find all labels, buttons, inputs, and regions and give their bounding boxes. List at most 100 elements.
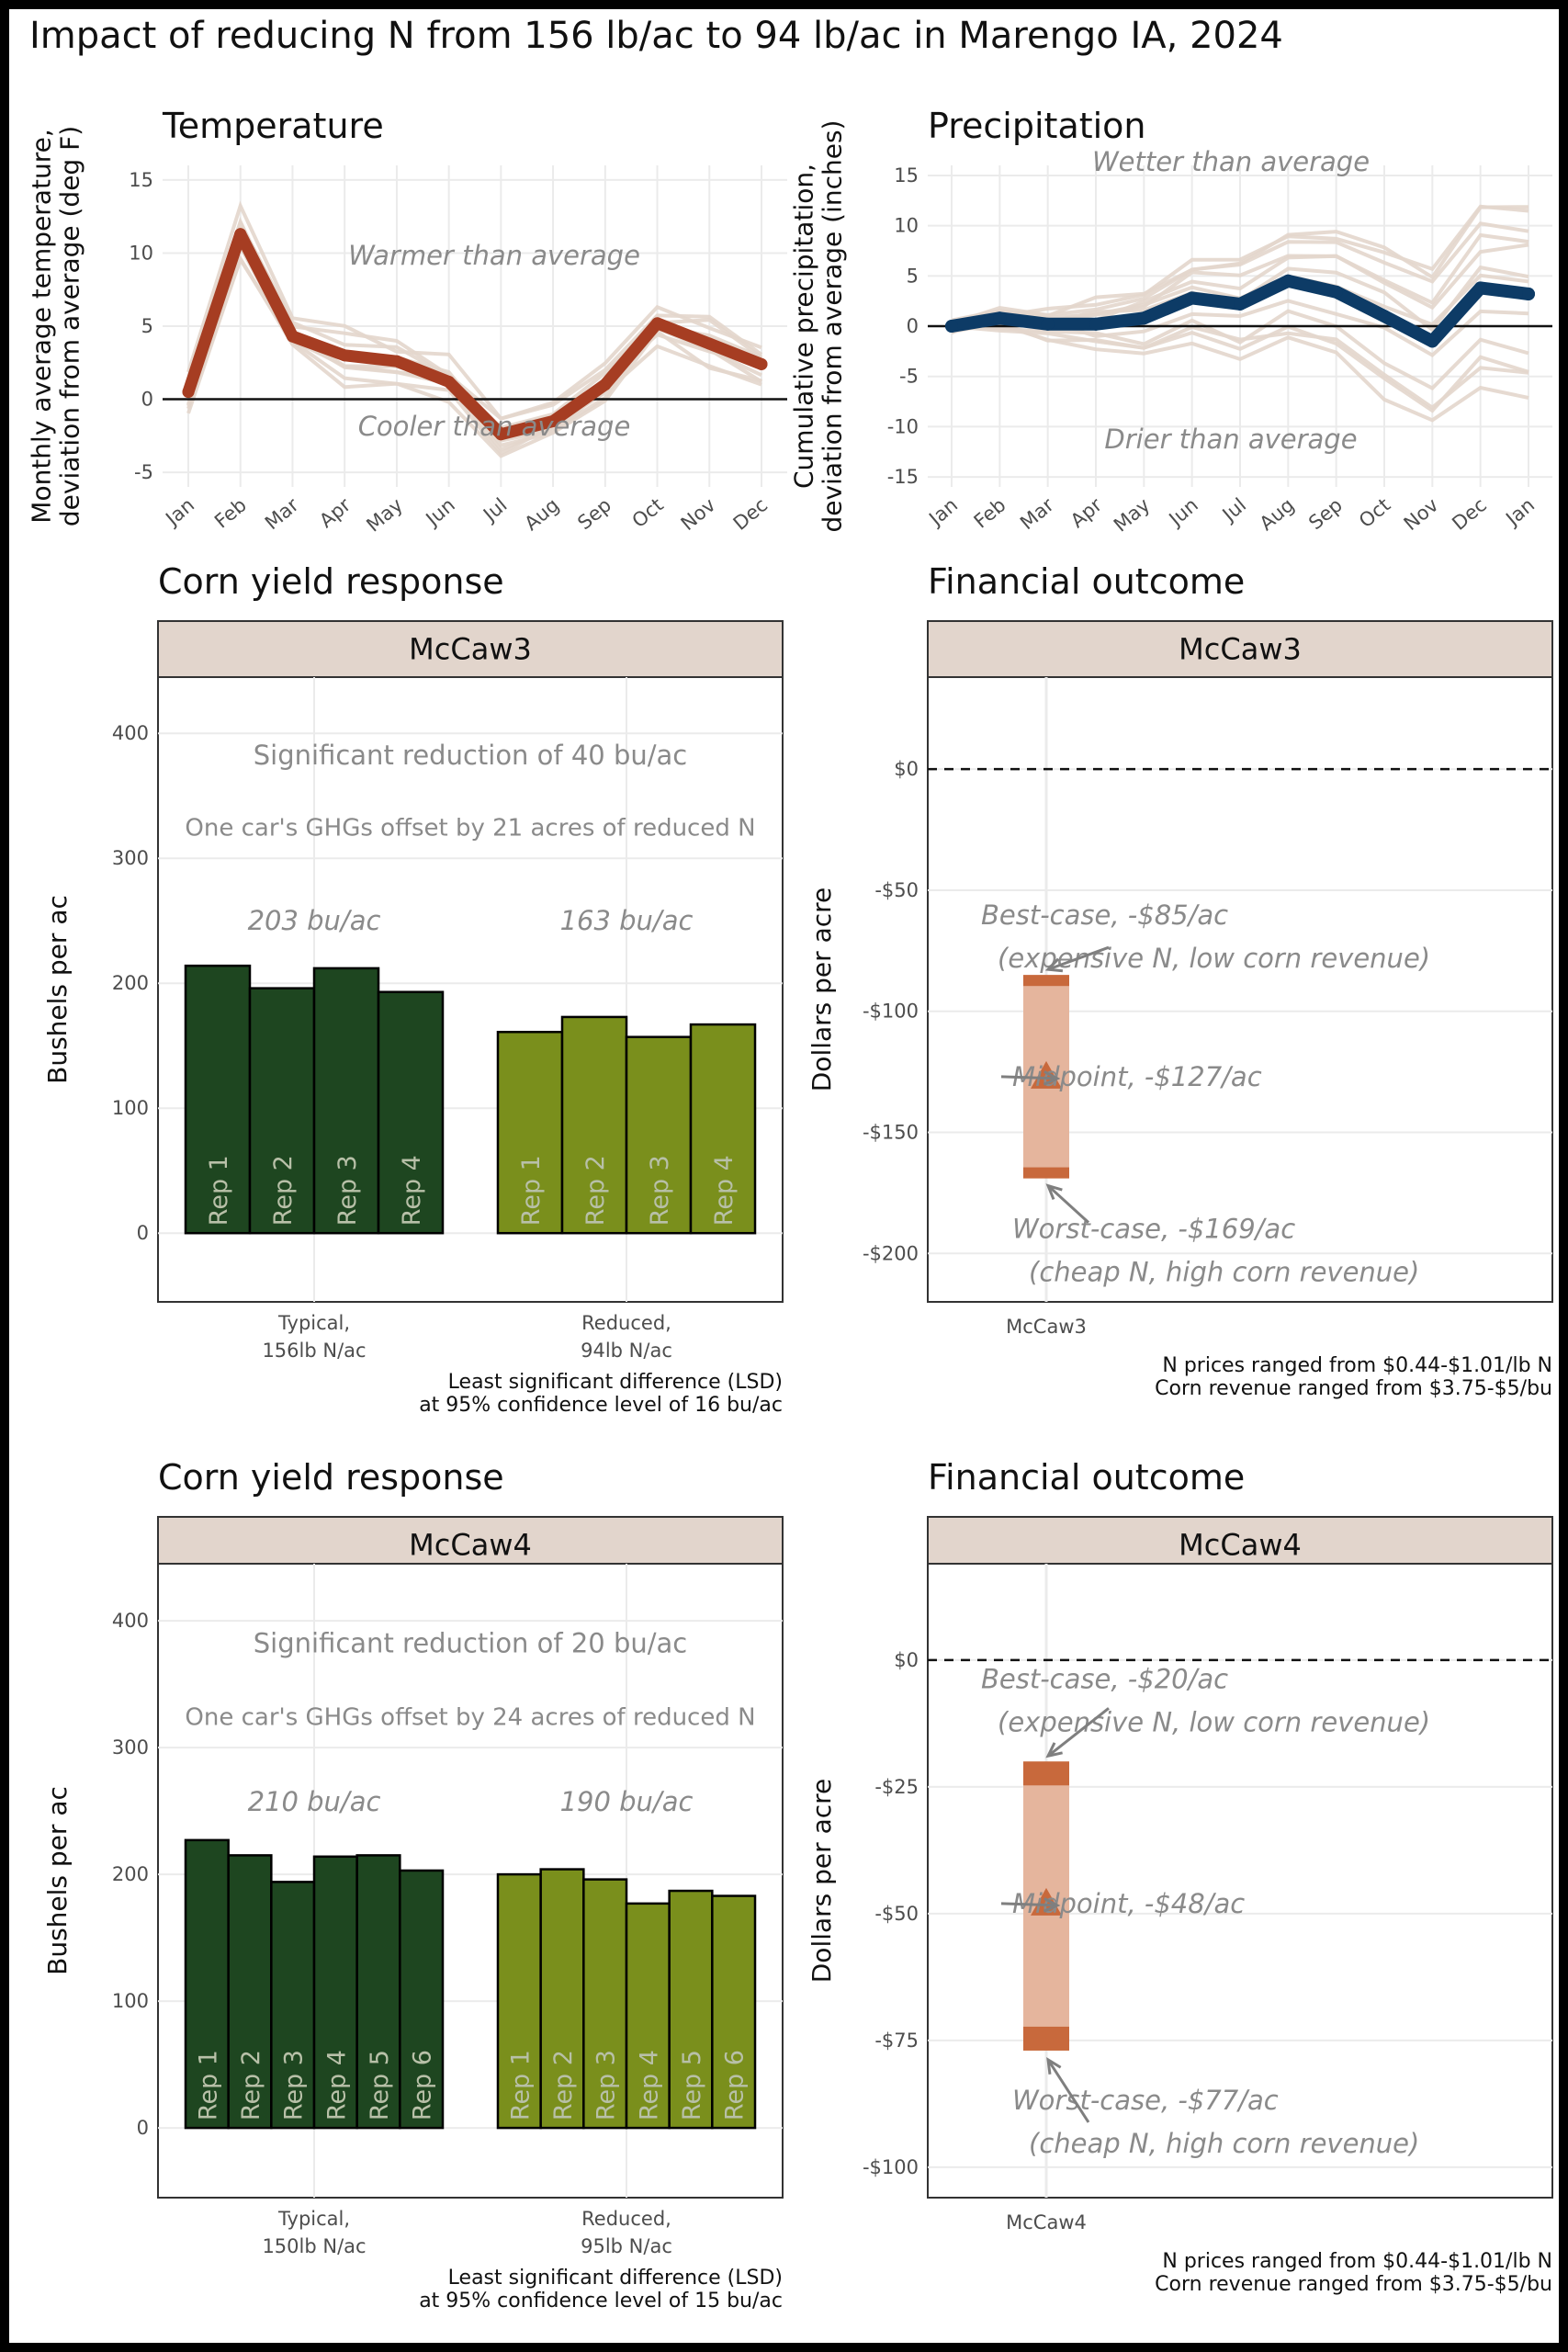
precipitation-xtick-label: Jan [1500, 493, 1539, 530]
yield-mccaw3-bar-rep-label: Rep 3 [646, 1155, 674, 1226]
finance-mccaw4-worst-cap [1023, 2026, 1069, 2051]
precipitation-series-point [945, 320, 958, 333]
yield-mccaw4-bar-rep-label: Rep 1 [506, 2050, 535, 2120]
finance-mccaw3-ytick-label: -$100 [863, 1001, 919, 1023]
finance-mccaw4-ytick-label: -$75 [874, 2030, 919, 2052]
yield-mccaw3-bar [625, 1035, 693, 1235]
temperature-series-point [234, 228, 247, 241]
precipitation-series-point [1185, 291, 1199, 305]
yield-mccaw4-bar [711, 1894, 757, 2130]
finance-mccaw4-ylabel: Dollars per acre [807, 1779, 837, 1984]
precipitation-series-point [993, 311, 1007, 325]
temperature-xtick-label: Feb [210, 493, 251, 532]
temperature-series-point [703, 337, 716, 350]
yield-mccaw4-mean-label: 190 bu/ac [560, 1786, 694, 1817]
yield-mccaw4-bar-rep-label: Rep 3 [280, 2050, 309, 2120]
finance-mccaw3-annotation-worst: Worst-case, -$169/ac [1012, 1214, 1295, 1245]
finance-mccaw4-ytick-label: -$50 [874, 1903, 919, 1925]
finance-mccaw4-midpoint-marker [1031, 1887, 1062, 1916]
finance-mccaw3-ytick-label: $0 [894, 758, 919, 780]
precipitation-xtick-label: Feb [970, 493, 1010, 532]
finance-mccaw4-footnote: N prices ranged from $0.44-$1.01/lb N Cor… [1155, 2250, 1552, 2296]
yield-mccaw4-bar-rep-label: Rep 2 [237, 2050, 265, 2120]
precipitation-ytick-label: -5 [899, 366, 919, 388]
yield-mccaw3-bar-rep-label: Rep 2 [581, 1155, 610, 1226]
precipitation-ylabel: Cumulative precipitation,deviation from … [789, 120, 848, 533]
finance-mccaw4-ytick-label: -$25 [874, 1776, 919, 1798]
finance-mccaw3-arrow-best [1047, 945, 1110, 971]
yield-mccaw3-annotation-ghg: One car's GHGs offset by 21 acres of red… [185, 815, 755, 842]
finance-mccaw3-footnote: N prices ranged from $0.44-$1.01/lb N Cor… [1155, 1354, 1552, 1400]
yield-mccaw3-ylabel-group: Bushels per ac [42, 895, 73, 1084]
yield-mccaw3-ytick-label: 200 [112, 972, 149, 994]
precipitation-historical-trace [951, 324, 1529, 413]
temperature-historical-trace [186, 200, 763, 421]
yield-mccaw4-ytick-label: 100 [112, 1990, 149, 2012]
yield-mccaw4-bar-rep-label: Rep 5 [678, 2050, 706, 2120]
yield-mccaw3-strip-label: McCaw3 [409, 632, 532, 667]
finance-mccaw4-arrow-mid-head [1043, 1897, 1061, 1913]
yield-mccaw4-bar [270, 1881, 316, 2130]
precipitation-ylabel-group: Cumulative precipitation,deviation from … [789, 120, 848, 533]
yield-mccaw3-bar-rep-label: Rep 1 [205, 1155, 233, 1226]
finance-mccaw4-arrow-worst-head [1046, 2057, 1062, 2075]
yield-mccaw3-strip [157, 620, 784, 678]
precipitation-series-point [1473, 281, 1487, 295]
yield-mccaw4-ytick-label: 200 [112, 1863, 149, 1885]
yield-mccaw4-title: Corn yield response [158, 1457, 504, 1498]
yield-mccaw4-annotation-ghg: One car's GHGs offset by 24 acres of red… [185, 1703, 755, 1731]
panel-yield-mccaw4: Corn yield response McCaw4 0 100 200 300 400 Re… [28, 1447, 790, 2343]
precipitation-xtick-label: Dec [1448, 493, 1491, 535]
finance-mccaw4-strip-label: McCaw4 [1179, 1528, 1302, 1563]
temperature-series-point [390, 355, 403, 368]
precipitation-xtick-label: May [1110, 493, 1155, 536]
precipitation-series-point [1137, 311, 1151, 325]
temperature-xtick-label: Apr [315, 493, 355, 532]
finance-mccaw3-annotation-mid: Midpoint, -$127/ac [1012, 1061, 1262, 1092]
finance-mccaw3-best-cap [1023, 975, 1069, 987]
precipitation-ytick-label: -15 [887, 466, 919, 488]
yield-mccaw4-bar-rep-label: Rep 2 [549, 2050, 578, 2120]
precipitation-series-point [1522, 288, 1535, 300]
yield-mccaw4-strip-label: McCaw4 [409, 1528, 532, 1563]
yield-mccaw3-bar-rep-label: Rep 4 [398, 1155, 426, 1226]
yield-mccaw3-xtick-label: Typical, 156lb N/ac [262, 1312, 366, 1362]
precipitation-series-point [1281, 274, 1295, 288]
precipitation-xtick-label: Oct [1355, 493, 1394, 532]
yield-mccaw3-svg: Corn yield response McCaw3 0 100 200 300 400 Re… [42, 561, 784, 1417]
yield-mccaw3-bar-rep-label: Rep 4 [710, 1155, 739, 1226]
yield-mccaw4-svg: Corn yield response McCaw4 0 100 200 300 400 Re… [42, 1457, 784, 2312]
yield-mccaw4-bar [582, 1878, 628, 2130]
yield-mccaw4-bar-rep-label: Rep 1 [194, 2050, 222, 2120]
yield-mccaw3-ytick-label: 100 [112, 1097, 149, 1119]
temperature-xtick-label: Jan [160, 493, 198, 530]
yield-mccaw3-title: Corn yield response [158, 561, 504, 602]
yield-mccaw3-bar [184, 964, 252, 1235]
precipitation-series-point [1041, 317, 1055, 331]
temperature-xtick-label: Jul [478, 493, 511, 526]
finance-mccaw4-best-cap [1023, 1761, 1069, 1786]
temperature-ytick-label: 10 [129, 242, 153, 264]
finance-mccaw3-worst-cap [1023, 1167, 1069, 1179]
finance-mccaw4-svg: Financial outcome McCaw4 $0 -$25 -$50 -$75 -$1… [807, 1457, 1553, 2296]
yield-mccaw4-bar-rep-label: Rep 3 [592, 2050, 621, 2120]
temperature-ytick-label: 0 [141, 389, 153, 411]
precipitation-ytick-label: -10 [887, 415, 919, 437]
finance-mccaw4-annotation-worst-sub: (cheap N, high corn revenue) [1029, 2128, 1419, 2159]
yield-mccaw4-ylabel-group: Bushels per ac [42, 1786, 73, 1975]
finance-mccaw4-title: Financial outcome [928, 1457, 1245, 1498]
precipitation-ytick-label: 15 [894, 164, 919, 187]
yield-mccaw4-ytick-label: 400 [112, 1610, 149, 1632]
yield-mccaw4-bar-rep-label: Rep 5 [366, 2050, 394, 2120]
finance-mccaw3-annotation-worst-sub: (cheap N, high corn revenue) [1029, 1257, 1419, 1288]
temperature-series-point [547, 414, 559, 427]
precipitation-series-point [1234, 297, 1247, 311]
precipitation-historical-trace [951, 321, 1529, 411]
precipitation-xtick-label: Nov [1400, 493, 1443, 535]
precipitation-ytick-label: 10 [894, 215, 919, 237]
temperature-series-point [286, 330, 299, 343]
finance-mccaw3-arrow-best-head [1044, 957, 1064, 973]
precipitation-xtick-label: Aug [1256, 493, 1299, 535]
temperature-xtick-label: Oct [628, 493, 668, 532]
